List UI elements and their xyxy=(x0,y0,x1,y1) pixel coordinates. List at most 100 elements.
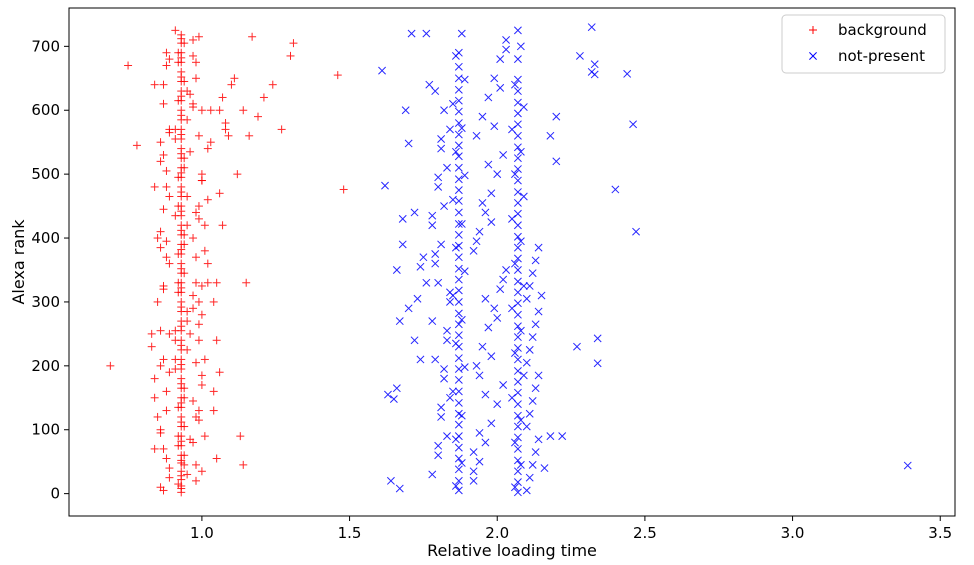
data-point-not-present xyxy=(454,454,463,463)
legend: background not-present xyxy=(781,14,946,74)
data-point-not-present xyxy=(378,66,387,75)
data-point-not-present xyxy=(590,60,599,69)
data-point-not-present xyxy=(401,106,410,115)
data-point-background xyxy=(194,32,203,41)
data-point-background xyxy=(159,99,168,108)
data-point-background xyxy=(177,283,186,292)
y-tick-label: 400 xyxy=(31,229,60,247)
data-point-not-present xyxy=(510,80,519,89)
data-point-not-present xyxy=(484,160,493,169)
data-point-background xyxy=(239,106,248,115)
data-point-not-present xyxy=(519,371,528,380)
data-point-background xyxy=(194,320,203,329)
data-point-background xyxy=(183,470,192,479)
data-point-not-present xyxy=(528,460,537,469)
data-point-not-present xyxy=(508,125,516,134)
data-point-not-present xyxy=(587,23,596,32)
data-point-background xyxy=(186,90,195,99)
data-point-not-present xyxy=(446,125,454,134)
data-point-background xyxy=(156,138,165,147)
data-point-background xyxy=(194,297,203,306)
data-point-not-present xyxy=(502,45,511,54)
data-point-background xyxy=(191,476,200,485)
data-point-background xyxy=(174,403,183,412)
data-point-not-present xyxy=(454,152,463,161)
data-point-not-present xyxy=(404,139,413,148)
data-point-background xyxy=(180,269,189,278)
data-point-not-present xyxy=(490,74,499,83)
legend-box xyxy=(781,14,946,74)
data-point-not-present xyxy=(469,246,478,255)
data-point-not-present xyxy=(425,80,434,89)
data-point-not-present xyxy=(451,339,460,348)
data-point-background xyxy=(174,288,183,297)
data-point-background xyxy=(177,379,186,388)
data-point-background xyxy=(259,93,268,102)
data-point-not-present xyxy=(475,371,484,380)
data-point-background xyxy=(177,341,186,350)
data-point-background xyxy=(189,396,198,405)
data-point-background xyxy=(174,441,183,450)
data-point-not-present xyxy=(508,214,516,223)
data-point-background xyxy=(156,361,165,370)
data-point-not-present xyxy=(454,264,463,273)
data-point-background xyxy=(248,32,257,41)
data-point-not-present xyxy=(513,165,522,173)
data-point-background xyxy=(180,451,189,460)
data-point-background xyxy=(177,437,186,446)
data-point-background xyxy=(197,371,206,380)
data-point-not-present xyxy=(513,456,522,465)
data-point-background xyxy=(177,53,186,62)
data-point-background xyxy=(177,34,186,43)
data-point-not-present xyxy=(472,237,481,246)
data-point-not-present xyxy=(513,243,522,252)
data-point-background xyxy=(333,71,342,80)
data-point-not-present xyxy=(472,131,481,140)
data-point-not-present xyxy=(460,75,469,84)
data-point-not-present xyxy=(457,459,466,467)
data-point-not-present xyxy=(457,124,466,133)
data-point-background xyxy=(212,454,221,463)
data-point-not-present xyxy=(534,371,543,380)
data-point-background xyxy=(177,303,186,312)
data-point-not-present xyxy=(508,393,516,402)
data-point-background xyxy=(174,250,183,259)
data-point-background xyxy=(215,106,224,115)
y-tick-label: 600 xyxy=(31,101,60,119)
data-point-not-present xyxy=(516,460,525,469)
data-point-not-present xyxy=(451,435,460,444)
data-point-background xyxy=(183,115,192,124)
data-point-background xyxy=(194,131,203,140)
data-point-not-present xyxy=(454,186,463,195)
data-point-not-present xyxy=(528,269,537,278)
data-point-background xyxy=(177,207,186,216)
data-point-background xyxy=(150,374,159,383)
data-point-not-present xyxy=(478,112,487,121)
data-point-background xyxy=(124,61,133,70)
data-point-not-present xyxy=(493,170,502,179)
data-point-not-present xyxy=(484,323,493,332)
data-point-background xyxy=(189,51,198,60)
data-point-not-present xyxy=(516,237,525,246)
data-point-not-present xyxy=(513,120,522,129)
data-point-not-present xyxy=(460,363,469,372)
data-point-background xyxy=(180,230,189,239)
data-point-background xyxy=(191,74,200,83)
x-axis-label: Relative loading time xyxy=(427,541,597,560)
y-tick-label: 500 xyxy=(31,165,60,183)
data-point-not-present xyxy=(490,304,499,313)
data-point-background xyxy=(177,73,186,82)
data-point-not-present xyxy=(513,366,522,375)
data-point-not-present xyxy=(454,85,463,94)
data-point-not-present xyxy=(481,438,490,447)
data-point-not-present xyxy=(510,438,519,447)
data-point-background xyxy=(156,243,165,252)
data-point-not-present xyxy=(516,416,525,425)
data-point-background xyxy=(153,234,162,243)
data-point-background xyxy=(162,406,171,415)
data-point-background xyxy=(177,360,186,369)
data-point-not-present xyxy=(513,411,522,420)
data-point-background xyxy=(159,444,168,453)
data-point-not-present xyxy=(531,256,540,265)
